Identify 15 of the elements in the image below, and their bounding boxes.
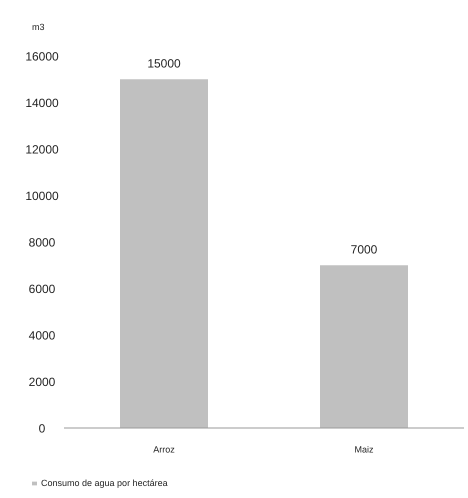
y-tick-label: 10000: [25, 188, 60, 203]
y-tick-label: 4000: [28, 328, 56, 342]
y-tick-label: 12000: [25, 142, 60, 156]
y-tick-label: 2000: [28, 374, 56, 389]
data-label: 7000: [350, 242, 378, 256]
y-tick-label: 6000: [28, 282, 56, 296]
legend-label: Consumo de agua por hectárea: [41, 478, 168, 488]
x-tick-label: Maiz: [354, 444, 374, 454]
y-axis-title: m3: [32, 22, 45, 32]
y-tick-label: 16000: [25, 49, 60, 64]
x-tick-label: Arroz: [153, 444, 176, 454]
y-tick-label: 8000: [28, 235, 56, 250]
data-label: 15000: [147, 56, 182, 70]
y-tick-label: 0: [38, 421, 46, 436]
y-tick-label: 14000: [25, 96, 60, 110]
